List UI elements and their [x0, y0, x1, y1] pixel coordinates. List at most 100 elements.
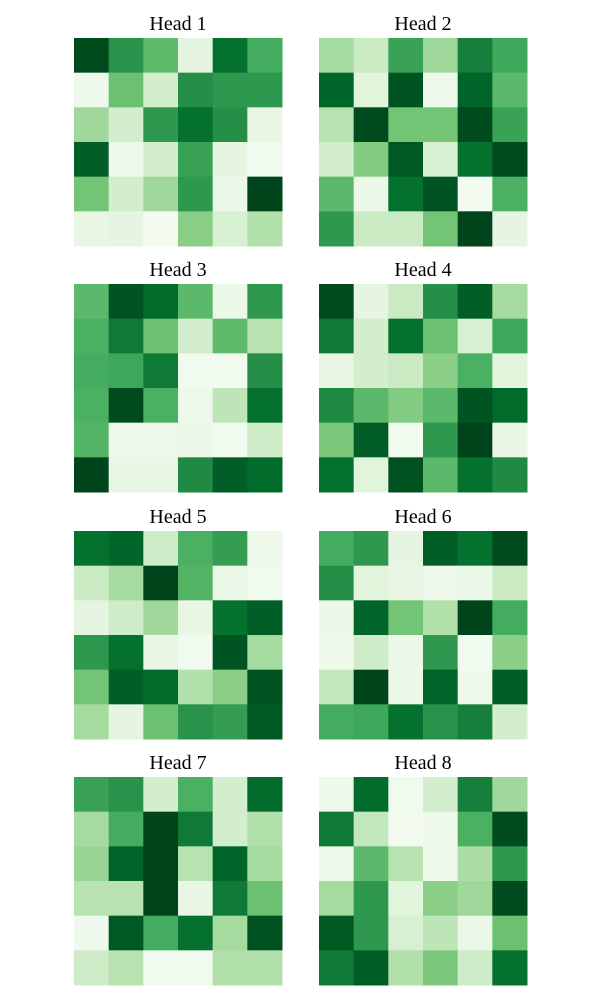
heatmap-cell — [388, 881, 424, 917]
heatmap-cell — [178, 176, 214, 212]
heatmap-cell — [247, 635, 283, 671]
heatmap-cell — [423, 388, 459, 424]
heatmap-cell — [319, 915, 355, 951]
panel-title: Head 3 — [149, 259, 206, 281]
heatmap-cell — [74, 318, 110, 354]
heatmap-cell — [212, 211, 248, 247]
heatmap-cell — [143, 107, 179, 143]
heatmap-cell — [247, 38, 283, 74]
heatmap-panel-4: Head 4 — [319, 259, 528, 493]
heatmap-cell — [457, 915, 493, 951]
heatmap-cell — [457, 284, 493, 320]
heatmap-cell — [74, 72, 110, 108]
heatmap-cell — [457, 176, 493, 212]
heatmap-cell — [423, 915, 459, 951]
heatmap-cell — [388, 107, 424, 143]
heatmap-cell — [388, 531, 424, 567]
heatmap-cell — [247, 915, 283, 951]
heatmap-cell — [423, 565, 459, 601]
heatmap-cell — [319, 635, 355, 671]
heatmap-cell — [108, 531, 144, 567]
heatmap-cell — [492, 353, 528, 389]
heatmap-cell — [178, 531, 214, 567]
heatmap-cell — [178, 669, 214, 705]
heatmap-panel-8: Head 8 — [319, 752, 528, 986]
heatmap-cell — [178, 142, 214, 178]
heatmap-cell — [108, 669, 144, 705]
heatmap-cell — [423, 635, 459, 671]
heatmap-cell — [247, 422, 283, 458]
heatmap-cell — [178, 38, 214, 74]
heatmap-cell — [143, 176, 179, 212]
heatmap-cell — [353, 669, 389, 705]
heatmap-cell — [492, 142, 528, 178]
heatmap-cell — [247, 284, 283, 320]
heatmap-cell — [353, 388, 389, 424]
heatmap-cell — [143, 388, 179, 424]
heatmap-cell — [457, 565, 493, 601]
heatmap-cell — [247, 811, 283, 847]
heatmap-cell — [247, 457, 283, 493]
heatmap-cell — [212, 565, 248, 601]
heatmap-cell — [247, 211, 283, 247]
heatmap-cell — [108, 176, 144, 212]
heatmap-cell — [319, 142, 355, 178]
heatmap-cell — [178, 846, 214, 882]
heatmap-cell — [388, 318, 424, 354]
heatmap-cell — [143, 72, 179, 108]
heatmap-cell — [423, 107, 459, 143]
heatmap-cell — [178, 457, 214, 493]
heatmap-cell — [492, 176, 528, 212]
heatmap-cell — [212, 846, 248, 882]
heatmap-cell — [319, 353, 355, 389]
heatmap-cell — [457, 846, 493, 882]
heatmap-cell — [212, 777, 248, 813]
heatmap-cell — [247, 531, 283, 567]
heatmap-cell — [74, 846, 110, 882]
heatmap-cell — [212, 600, 248, 636]
heatmap-cell — [108, 915, 144, 951]
heatmap-cell — [74, 422, 110, 458]
heatmap-cell — [353, 318, 389, 354]
heatmap-cell — [423, 669, 459, 705]
heatmap-cell — [212, 704, 248, 740]
heatmap-cell — [457, 457, 493, 493]
heatmap-cell — [212, 457, 248, 493]
heatmap-cell — [212, 72, 248, 108]
heatmap-cell — [108, 284, 144, 320]
heatmap-cell — [143, 353, 179, 389]
heatmap-cell — [319, 950, 355, 986]
heatmap-cell — [353, 211, 389, 247]
heatmap-cell — [108, 142, 144, 178]
heatmap-cell — [74, 457, 110, 493]
heatmap-cell — [457, 669, 493, 705]
heatmap-cell — [492, 284, 528, 320]
heatmap-cell — [143, 211, 179, 247]
heatmap-cell — [74, 211, 110, 247]
heatmap-cell — [388, 669, 424, 705]
heatmap-cell — [143, 811, 179, 847]
heatmap-cell — [212, 318, 248, 354]
heatmap-cell — [143, 284, 179, 320]
heatmap-cell — [492, 635, 528, 671]
heatmap-cell — [423, 950, 459, 986]
heatmap-cell — [423, 318, 459, 354]
heatmap-panel-6: Head 6 — [319, 506, 528, 740]
heatmap-cell — [108, 422, 144, 458]
heatmap-cell — [74, 635, 110, 671]
heatmap-cell — [212, 284, 248, 320]
heatmap-cell — [178, 915, 214, 951]
heatmap-cell — [108, 635, 144, 671]
heatmap-cell — [108, 38, 144, 74]
heatmap-cell — [353, 531, 389, 567]
heatmap-cell — [108, 565, 144, 601]
heatmap-cell — [247, 704, 283, 740]
heatmap-cell — [212, 950, 248, 986]
heatmap-cell — [388, 915, 424, 951]
heatmap-cell — [74, 353, 110, 389]
heatmap-cell — [247, 565, 283, 601]
heatmap-cell — [178, 950, 214, 986]
heatmap-cell — [492, 211, 528, 247]
heatmap-cell — [423, 704, 459, 740]
heatmap-panel-1: Head 1 — [74, 13, 283, 247]
